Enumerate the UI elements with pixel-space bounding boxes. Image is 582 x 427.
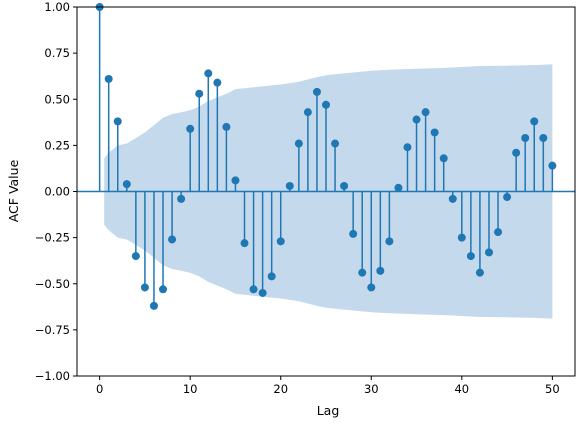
x-tick-label-30: 30 — [364, 382, 379, 396]
y-tick-label-7: 0.75 — [44, 46, 70, 60]
y-tick-label-6: 0.50 — [44, 92, 70, 106]
stem-layer — [77, 3, 575, 310]
marker-lag-50 — [548, 161, 557, 170]
x-tick-label-50: 50 — [545, 382, 560, 396]
x-tick-label-0: 0 — [96, 382, 103, 396]
marker-lag-48 — [530, 117, 539, 126]
marker-lag-10 — [186, 124, 195, 133]
marker-lag-1 — [104, 74, 113, 83]
marker-lag-39 — [448, 194, 457, 203]
marker-lag-40 — [457, 233, 466, 242]
x-tick-label-10: 10 — [183, 382, 198, 396]
marker-lag-12 — [204, 69, 213, 78]
marker-lag-21 — [285, 181, 294, 190]
x-axis-label: Lag — [317, 403, 340, 418]
marker-lag-38 — [439, 154, 448, 163]
marker-lag-42 — [475, 268, 484, 277]
marker-lag-30 — [367, 283, 376, 292]
tick-layer: 0 10 20 30 40 50 −1.00 −0.75 −0.50 −0.25 0.00 0.25 0… — [35, 0, 560, 396]
marker-lag-29 — [358, 268, 367, 277]
marker-lag-32 — [385, 237, 394, 246]
marker-lag-46 — [512, 148, 521, 157]
marker-lag-45 — [503, 193, 512, 202]
marker-lag-2 — [113, 117, 122, 126]
marker-lag-23 — [303, 108, 312, 117]
marker-lag-33 — [394, 183, 403, 192]
y-axis-label: ACF Value — [6, 159, 21, 222]
marker-lag-9 — [177, 194, 186, 203]
marker-lag-15 — [231, 176, 240, 185]
marker-lag-25 — [322, 100, 330, 109]
marker-lag-34 — [403, 143, 412, 152]
y-tick-label-8: 1.00 — [44, 0, 70, 14]
y-tick-label-5: 0.25 — [44, 138, 70, 152]
marker-lag-3 — [122, 180, 131, 189]
marker-lag-13 — [213, 78, 222, 87]
y-tick-label-0: −1.00 — [35, 369, 70, 383]
marker-lag-37 — [430, 128, 439, 137]
marker-lag-31 — [376, 266, 385, 275]
marker-lag-6 — [149, 301, 158, 310]
x-tick-label-40: 40 — [454, 382, 469, 396]
marker-lag-7 — [159, 285, 168, 294]
y-tick-label-1: −0.75 — [35, 323, 70, 337]
marker-lag-16 — [240, 239, 249, 248]
y-tick-label-3: −0.25 — [35, 231, 70, 245]
marker-lag-18 — [258, 288, 267, 297]
y-tick-label-4: 0.00 — [44, 185, 70, 199]
marker-lag-36 — [421, 108, 430, 117]
marker-lag-35 — [412, 115, 421, 124]
marker-lag-44 — [494, 228, 503, 237]
marker-lag-26 — [331, 139, 340, 148]
x-tick-label-20: 20 — [273, 382, 288, 396]
marker-lag-17 — [249, 285, 258, 294]
marker-lag-47 — [521, 133, 530, 142]
y-tick-label-2: −0.50 — [35, 277, 70, 291]
marker-lag-8 — [168, 235, 177, 244]
marker-lag-27 — [340, 181, 349, 190]
marker-lag-5 — [140, 283, 149, 292]
marker-lag-24 — [312, 87, 321, 96]
marker-lag-11 — [195, 89, 204, 98]
marker-lag-43 — [484, 248, 493, 257]
marker-lag-20 — [276, 237, 285, 246]
marker-lag-4 — [131, 252, 140, 261]
marker-lag-22 — [294, 139, 303, 148]
marker-lag-19 — [267, 272, 276, 281]
marker-lag-14 — [222, 122, 231, 131]
marker-lag-49 — [539, 133, 548, 142]
marker-lag-41 — [466, 252, 475, 261]
marker-lag-28 — [349, 229, 358, 238]
